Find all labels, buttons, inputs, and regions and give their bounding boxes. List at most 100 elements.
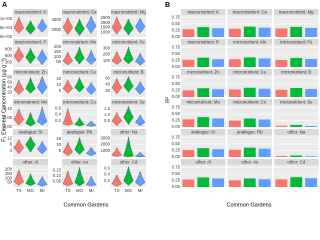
y-tick-label: 0.10 xyxy=(53,173,62,178)
figure: A B F₂ Element Concentration (µg g⁻¹) R²… xyxy=(0,2,319,208)
y-tick-label: 60 xyxy=(105,75,110,80)
facet-title: analogue: Sr xyxy=(18,129,43,134)
violin xyxy=(135,114,146,126)
y-tick-label: 2000 xyxy=(51,27,61,32)
strip xyxy=(111,9,146,15)
facet-title: micronutrient: Mo xyxy=(187,99,221,104)
y-tick-label: 20 xyxy=(105,88,110,93)
violin xyxy=(25,76,36,94)
bar xyxy=(197,148,210,157)
bar xyxy=(182,59,195,67)
y-tick-label: 0.00 xyxy=(172,34,181,39)
bar xyxy=(258,58,271,67)
strip xyxy=(13,99,48,105)
violin xyxy=(135,80,146,95)
strip xyxy=(274,69,319,75)
strip xyxy=(274,99,319,105)
strip xyxy=(181,99,226,105)
facet-title: micronutrient: Se xyxy=(112,99,145,104)
bar xyxy=(182,150,195,157)
y-tick-label: 80 xyxy=(7,75,12,80)
facet-title: other: Al xyxy=(195,159,211,164)
y-tick-label: 100 xyxy=(5,175,13,180)
y-tick-label: 4000 xyxy=(51,17,61,22)
bar xyxy=(182,29,195,37)
violin xyxy=(25,20,36,35)
y-tick-label: 600 xyxy=(5,53,13,58)
y-tick-label: 300 xyxy=(5,60,13,65)
y-tick-label: 15 xyxy=(56,76,61,81)
violin xyxy=(74,46,85,65)
y-tick-label: 150 xyxy=(54,49,62,54)
violin xyxy=(37,176,48,187)
strip xyxy=(111,69,146,75)
bar xyxy=(182,90,195,97)
bar xyxy=(258,148,271,157)
y-tick-label: 0.50 xyxy=(172,21,181,26)
violin xyxy=(123,18,134,36)
y-tick-label: 10 xyxy=(56,82,61,87)
y-tick-label: 0.4 xyxy=(104,172,111,177)
bar xyxy=(290,87,303,97)
bar xyxy=(258,119,271,127)
y-tick-label: 0.50 xyxy=(172,51,181,56)
y-tick-label: 0.50 xyxy=(172,111,181,116)
violin xyxy=(13,139,24,155)
bar xyxy=(275,155,288,157)
y-tick-label: 1e+05 xyxy=(0,16,13,21)
y-tick-label: 2000 xyxy=(100,20,110,25)
violin xyxy=(86,49,97,65)
facet-title: micronutrient: B xyxy=(113,69,143,74)
bar xyxy=(243,26,256,37)
violin xyxy=(74,76,85,93)
strip xyxy=(227,39,272,45)
facet-title: micronutrient: Se xyxy=(280,99,313,104)
violin xyxy=(13,108,24,126)
y-tick-label: 0.50 xyxy=(172,81,181,86)
violin xyxy=(37,75,48,95)
violin xyxy=(13,46,24,63)
violin xyxy=(62,51,73,66)
facet-title: macronutrient: Mg xyxy=(111,9,146,14)
y-tick-label: 0.00 xyxy=(172,124,181,129)
bar xyxy=(290,155,303,157)
violin xyxy=(123,46,134,65)
violin xyxy=(25,47,36,64)
strip xyxy=(111,159,146,165)
y-tick-label: 15 xyxy=(56,136,61,141)
y-tick-label: 1.5 xyxy=(104,106,111,111)
violin xyxy=(135,52,146,66)
strip xyxy=(227,159,272,165)
strip xyxy=(274,159,319,165)
violin xyxy=(111,173,122,187)
violin xyxy=(74,167,85,187)
y-tick-label: 0.75 xyxy=(172,165,181,170)
y-tick-label: 0.05 xyxy=(53,179,62,184)
violin xyxy=(86,81,97,95)
facet-title: macronutrient: Ca xyxy=(233,9,268,14)
bar xyxy=(275,28,288,37)
strip xyxy=(13,129,48,135)
facet-title: analogue: Rb xyxy=(237,129,263,134)
y-tick-label: 0.05 xyxy=(4,115,13,120)
facet-title: analogue: Sr xyxy=(191,129,216,134)
strip xyxy=(181,9,226,15)
bar xyxy=(212,89,225,97)
bar xyxy=(305,156,318,157)
x-tick-label: MO xyxy=(27,188,35,193)
bar xyxy=(228,149,241,157)
strip xyxy=(227,129,272,135)
panel-bg xyxy=(274,105,319,127)
bar xyxy=(212,59,225,67)
y-tick-label: 0.00 xyxy=(172,154,181,159)
bar xyxy=(275,179,288,187)
facet-title: micronutrient: Zn xyxy=(187,69,220,74)
strip xyxy=(62,129,97,135)
bar xyxy=(228,180,241,187)
facet-title: micronutrient: B xyxy=(281,69,311,74)
violin xyxy=(135,17,146,34)
panel-label: B xyxy=(165,2,170,9)
facet-title: macronutrient: P xyxy=(15,39,47,44)
y-tick-label: 900 xyxy=(5,47,13,52)
strip xyxy=(227,99,272,105)
